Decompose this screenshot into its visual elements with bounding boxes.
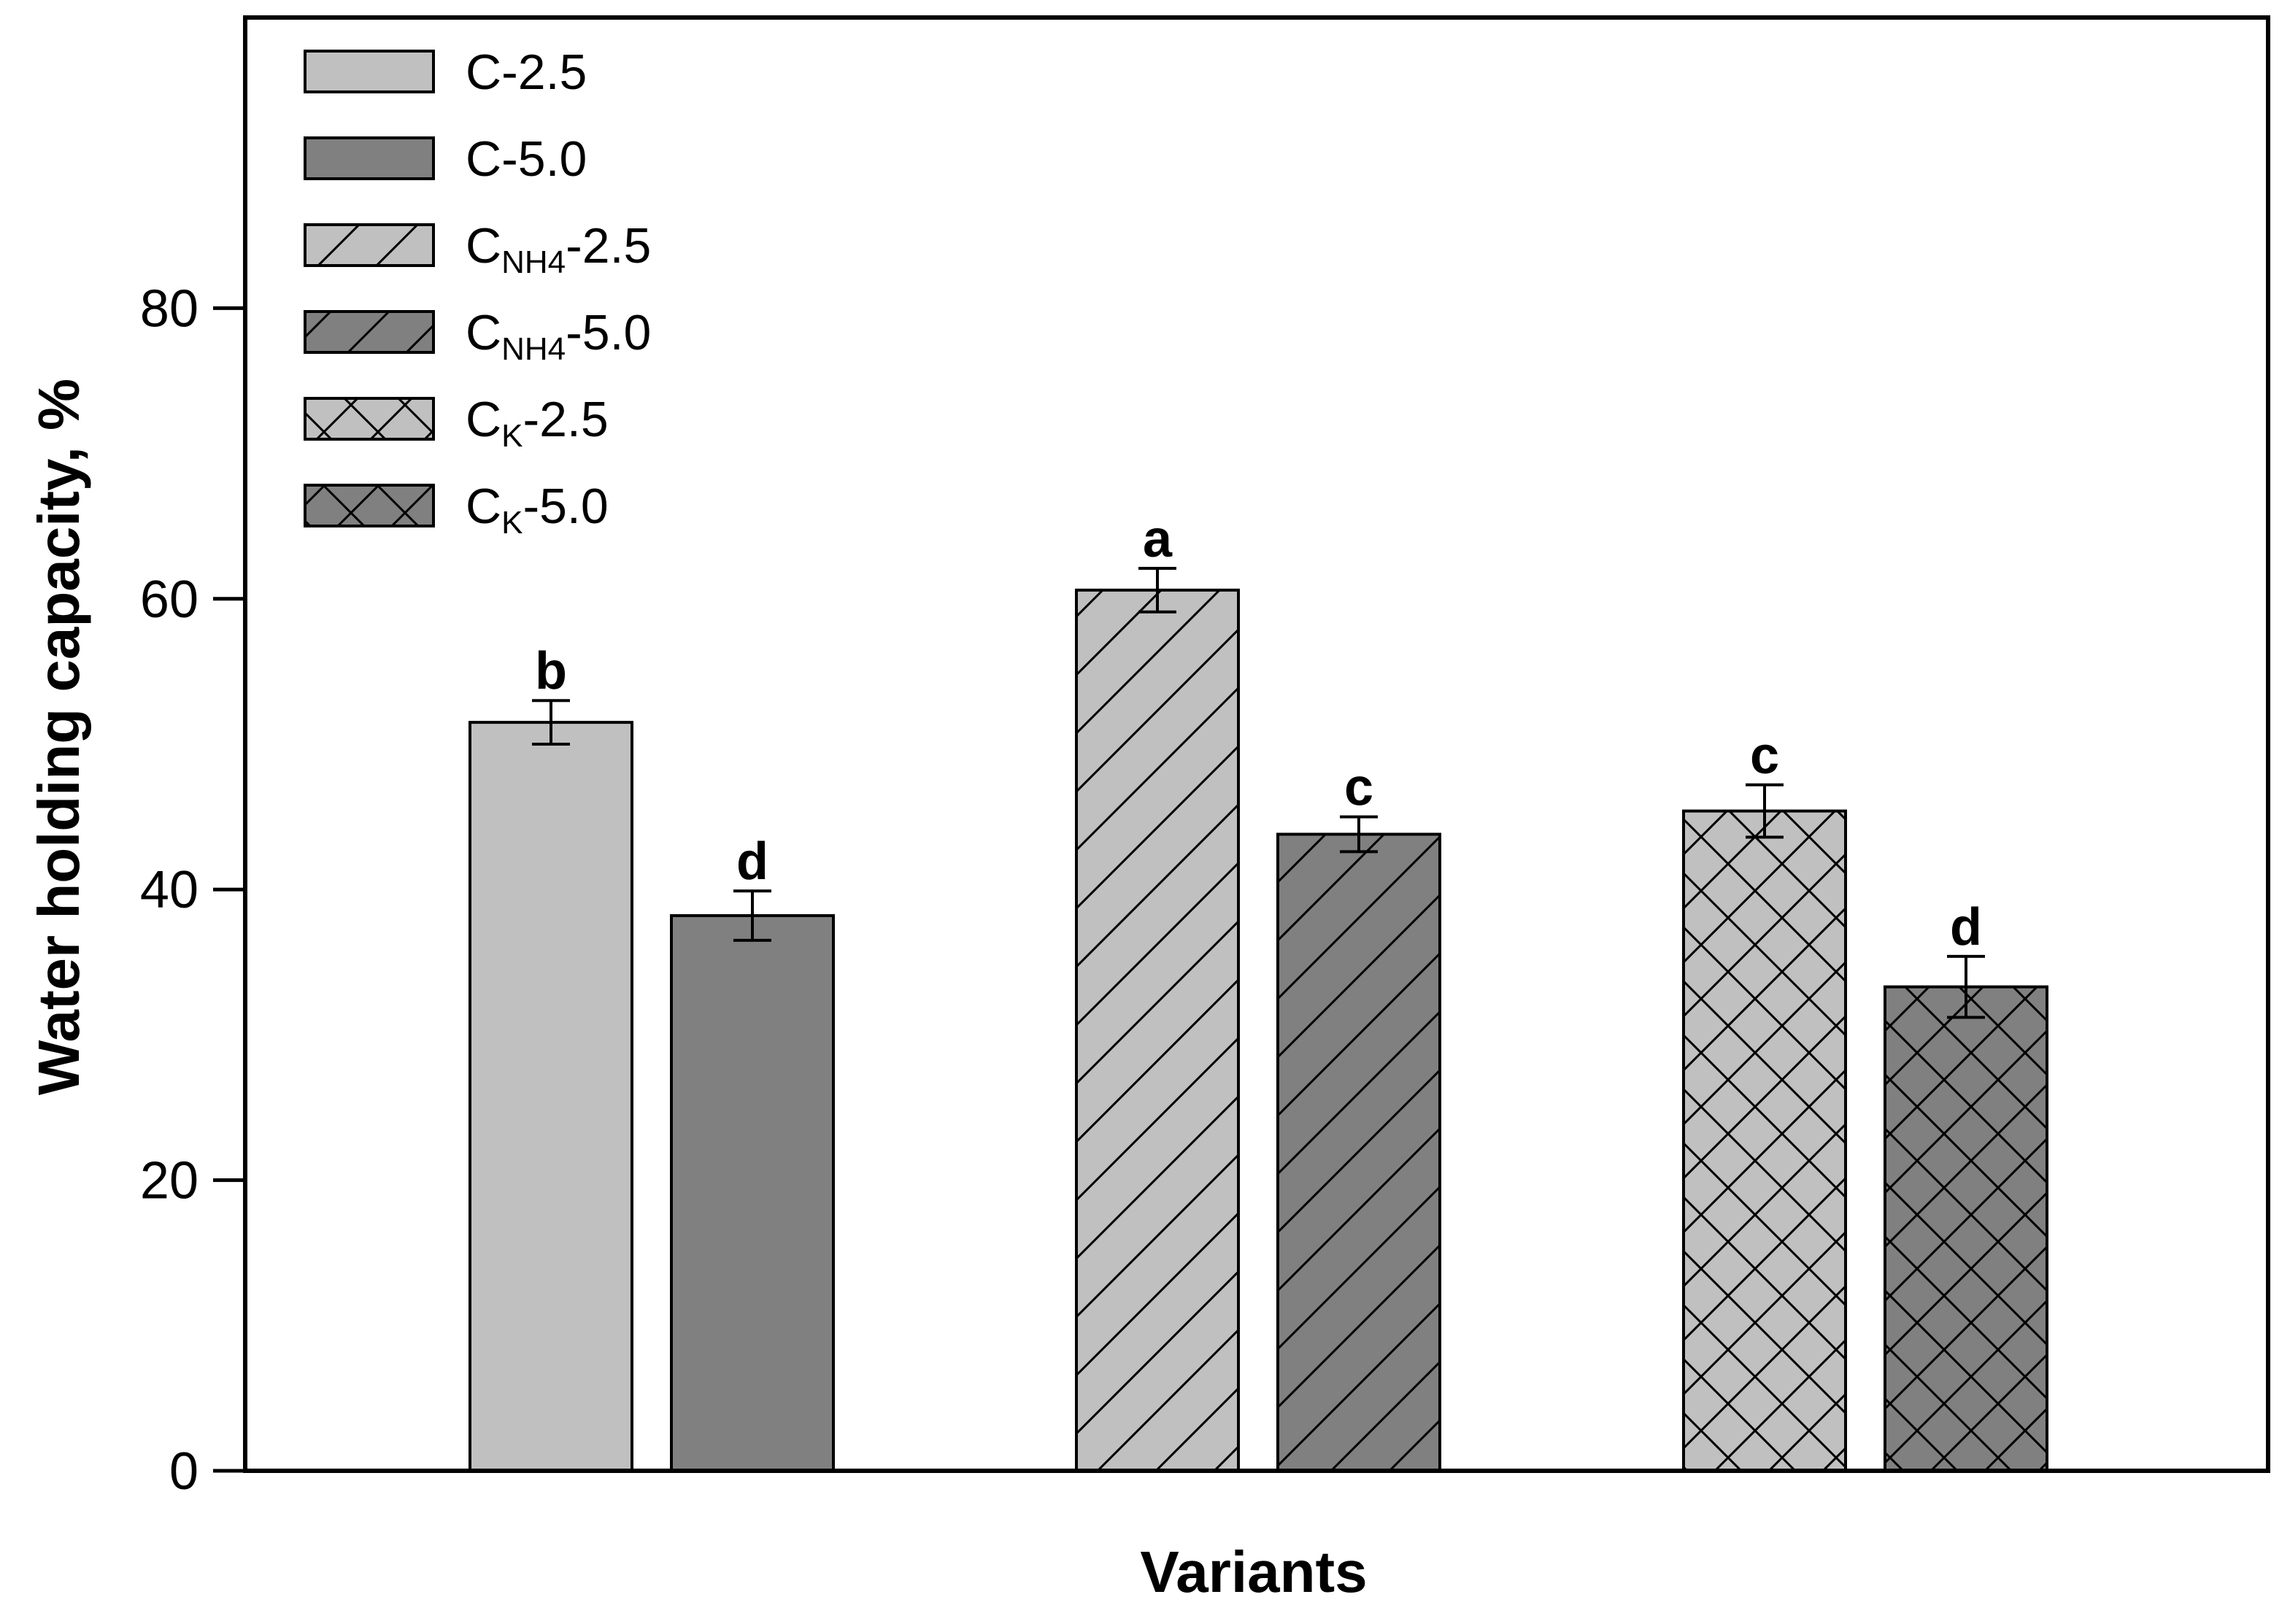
error-bar-cnh4-2-5 bbox=[1138, 566, 1176, 614]
legend-swatch bbox=[304, 136, 435, 180]
error-bar-cnh4-5-0 bbox=[1340, 815, 1378, 854]
significance-letter: c bbox=[1344, 759, 1373, 817]
significance-letters-layer: b d a c c d bbox=[535, 510, 1982, 956]
significance-letter: d bbox=[736, 832, 768, 891]
legend-item: CK-2.5 bbox=[304, 392, 609, 454]
axes-layer: 0 20 40 60 80 bbox=[140, 15, 2270, 1501]
bar-cnh4-2-5 bbox=[1075, 588, 1240, 1472]
bar-cnh4-5-0 bbox=[1276, 832, 1441, 1472]
legend-item: C-2.5 bbox=[304, 45, 587, 100]
y-tick-label: 0 bbox=[169, 1442, 198, 1501]
legend: C-2.5 C-5.0 CNH4-2.5 CNH4-5.0 CK-2.5 CK-5.0 bbox=[304, 45, 651, 541]
bar-c-5-0 bbox=[670, 914, 835, 1472]
legend-label: CNH4-2.5 bbox=[466, 218, 651, 280]
significance-letter: c bbox=[1750, 727, 1779, 785]
bar-ck-2-5 bbox=[1682, 809, 1847, 1472]
error-bar-ck-2-5 bbox=[1746, 783, 1784, 839]
legend-item: CK-5.0 bbox=[304, 479, 609, 541]
x-axis-title: Variants bbox=[1140, 1539, 1367, 1604]
significance-letter: b bbox=[535, 642, 567, 700]
legend-label: CK-2.5 bbox=[466, 392, 609, 454]
bar-c-2-5 bbox=[469, 721, 633, 1472]
legend-swatch bbox=[304, 484, 435, 527]
legend-swatch bbox=[304, 397, 435, 441]
legend-label: C-2.5 bbox=[466, 45, 587, 100]
bar-ck-5-0 bbox=[1884, 985, 2048, 1472]
legend-item: C-5.0 bbox=[304, 131, 587, 187]
y-tick-label: 20 bbox=[140, 1152, 198, 1210]
legend-item: CNH4-5.0 bbox=[304, 305, 651, 367]
error-bars-layer bbox=[532, 566, 1985, 1019]
error-bar-c-5-0 bbox=[733, 889, 771, 942]
significance-letter: a bbox=[1143, 510, 1173, 568]
y-tick-label: 60 bbox=[140, 571, 198, 629]
error-bar-ck-5-0 bbox=[1947, 954, 1985, 1019]
bars-layer bbox=[469, 588, 2048, 1472]
legend-item: CNH4-2.5 bbox=[304, 218, 651, 280]
error-bar-c-2-5 bbox=[532, 699, 570, 746]
legend-swatch bbox=[304, 310, 435, 354]
legend-label: CK-5.0 bbox=[466, 479, 609, 541]
y-tick-label: 40 bbox=[140, 861, 198, 919]
legend-label: C-5.0 bbox=[466, 131, 587, 187]
legend-swatch bbox=[304, 50, 435, 93]
significance-letter: d bbox=[1950, 898, 1982, 956]
legend-swatch bbox=[304, 223, 435, 267]
plot-frame bbox=[243, 15, 2270, 1473]
legend-label: CNH4-5.0 bbox=[466, 305, 651, 367]
y-axis-title: Water holding capacity, % bbox=[26, 379, 91, 1095]
y-tick-label: 80 bbox=[140, 279, 198, 338]
